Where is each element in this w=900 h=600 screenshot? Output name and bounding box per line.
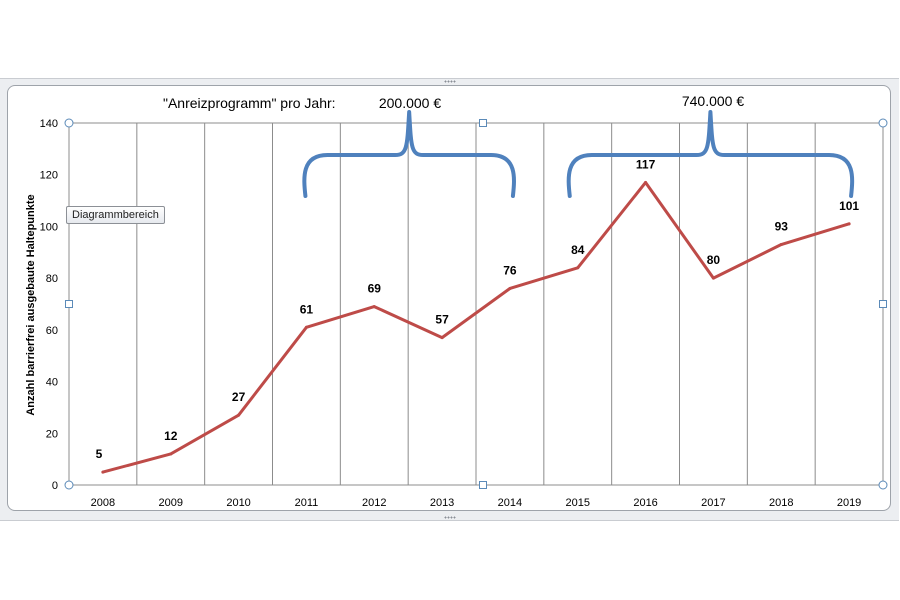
y-tick-label: 80 bbox=[46, 273, 58, 285]
data-label: 80 bbox=[707, 253, 721, 267]
bracket-2 bbox=[566, 110, 855, 198]
y-tick-label: 20 bbox=[46, 428, 58, 440]
series-layer bbox=[101, 180, 851, 474]
data-label: 101 bbox=[839, 199, 859, 213]
x-tick-label: 2009 bbox=[159, 497, 183, 509]
handle-bottom-right[interactable] bbox=[878, 480, 888, 490]
handle-top-left[interactable] bbox=[64, 118, 74, 128]
data-point bbox=[711, 276, 715, 280]
x-tick-label: 2011 bbox=[295, 497, 319, 509]
handle-bottom-left[interactable] bbox=[64, 480, 74, 490]
data-label: 27 bbox=[232, 390, 246, 404]
data-point bbox=[847, 222, 851, 226]
y-tick-label: 100 bbox=[40, 221, 58, 233]
y-tick-label: 0 bbox=[52, 480, 58, 492]
x-tick-label: 2015 bbox=[566, 497, 590, 509]
data-label: 117 bbox=[636, 157, 656, 171]
data-point bbox=[237, 413, 241, 417]
top-resize-grip[interactable] bbox=[444, 80, 456, 83]
data-label: 61 bbox=[300, 302, 314, 316]
x-tick-label: 2014 bbox=[498, 497, 522, 509]
gridlines bbox=[68, 122, 884, 485]
x-tick-label: 2012 bbox=[362, 497, 386, 509]
data-point bbox=[576, 266, 580, 270]
handle-left-middle[interactable] bbox=[65, 300, 73, 308]
data-point bbox=[779, 243, 783, 247]
bracket-2-label: 740.000 € bbox=[682, 93, 744, 109]
data-label: 5 bbox=[96, 447, 103, 461]
data-point bbox=[440, 336, 444, 340]
data-point bbox=[304, 325, 308, 329]
data-label: 69 bbox=[368, 282, 382, 296]
axes: 0 20 40 60 80 100 120 140 2008 2009 2010 2011 2012 20… bbox=[40, 118, 883, 509]
selection-handles[interactable] bbox=[64, 118, 888, 490]
bracket-1-label: 200.000 € bbox=[379, 95, 441, 111]
data-point bbox=[169, 452, 173, 456]
data-point bbox=[508, 286, 512, 290]
tooltip: Diagrammbereich bbox=[66, 206, 165, 224]
y-axis-title: Anzahl barrierfrei ausgebaute Haltepunkt… bbox=[25, 194, 37, 415]
data-point bbox=[101, 470, 105, 474]
x-tick-label: 2018 bbox=[769, 497, 793, 509]
x-tick-label: 2010 bbox=[226, 497, 250, 509]
data-label: 93 bbox=[775, 220, 789, 234]
data-label: 12 bbox=[164, 429, 178, 443]
brackets bbox=[302, 110, 855, 198]
bracket-1 bbox=[302, 110, 516, 198]
series-line bbox=[101, 180, 851, 474]
data-label: 76 bbox=[503, 263, 517, 277]
bottom-resize-grip[interactable] bbox=[444, 516, 456, 519]
x-tick-label: 2017 bbox=[701, 497, 725, 509]
x-tick-label: 2016 bbox=[633, 497, 657, 509]
x-tick-label: 2013 bbox=[430, 497, 454, 509]
y-tick-label: 140 bbox=[40, 118, 58, 130]
data-label: 57 bbox=[435, 313, 449, 327]
handle-top-middle[interactable] bbox=[479, 119, 487, 127]
y-tick-label: 40 bbox=[46, 377, 58, 389]
handle-top-right[interactable] bbox=[878, 118, 888, 128]
y-tick-label: 60 bbox=[46, 325, 58, 337]
data-label: 84 bbox=[571, 243, 585, 257]
y-tick-label: 120 bbox=[40, 170, 58, 182]
annotation-title-note: "Anreizprogramm" pro Jahr: bbox=[163, 95, 336, 111]
data-point bbox=[372, 305, 376, 309]
handle-bottom-middle[interactable] bbox=[479, 481, 487, 489]
x-tick-label: 2008 bbox=[91, 497, 115, 509]
handle-right-middle[interactable] bbox=[879, 300, 887, 308]
x-tick-label: 2019 bbox=[837, 497, 861, 509]
data-point bbox=[644, 180, 648, 184]
data-labels: 5 12 27 61 69 57 76 84 117 80 93 101 bbox=[96, 157, 860, 461]
